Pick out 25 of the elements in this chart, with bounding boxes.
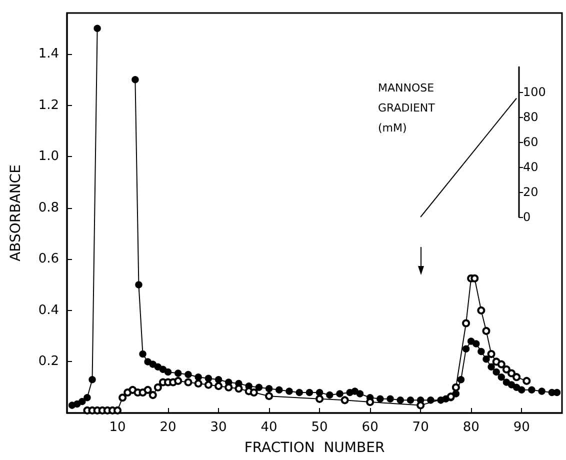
- x-tick-label: 90: [513, 420, 530, 435]
- x-tick-label: 10: [109, 420, 126, 435]
- y-tick-label: 1.4: [38, 46, 59, 62]
- x-axis-title: FRACTION NUMBER: [244, 440, 385, 456]
- y2-tick-label: 40: [523, 160, 538, 174]
- y-tick-label: 1.2: [38, 98, 59, 113]
- y-tick-label: 0.6: [38, 252, 59, 267]
- y2-tick-label: 60: [523, 135, 538, 149]
- x-tick-label: 30: [210, 420, 227, 435]
- y-axis-title: ABSORBANCE: [8, 164, 24, 262]
- y-tick-label: 1.0: [38, 149, 59, 164]
- y2-tick-label: 20: [523, 185, 538, 199]
- y-tick-label: 0.8: [38, 200, 59, 216]
- x-tick-label: 50: [311, 420, 328, 435]
- x-tick-label: 40: [260, 420, 278, 435]
- x-tick-label: 70: [412, 420, 429, 435]
- x-tick-label: 20: [160, 420, 176, 435]
- x-tick-label: 60: [362, 420, 378, 435]
- y2-axis-title: MANNOSE GRADIENT (mM): [378, 82, 436, 134]
- y-tick-label: 0.4: [38, 302, 59, 318]
- y2-tick-label: 0: [523, 210, 531, 224]
- y2-tick-label: 80: [523, 110, 538, 124]
- x-tick-label: 80: [462, 420, 480, 435]
- y2-tick-label: 100: [523, 85, 546, 99]
- y-tick-label: 0.2: [38, 354, 59, 370]
